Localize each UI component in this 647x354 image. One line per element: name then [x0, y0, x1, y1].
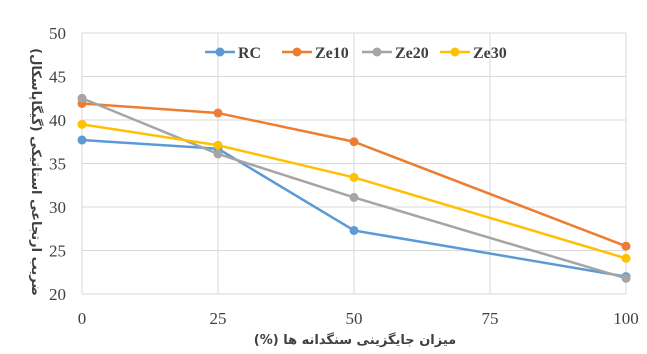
data-point: [213, 108, 223, 118]
data-point: [349, 172, 359, 182]
x-tick-label: 75: [482, 309, 499, 328]
data-point: [213, 149, 223, 159]
data-point: [349, 137, 359, 147]
y-tick-label: 50: [49, 24, 66, 43]
legend-label: RC: [238, 45, 261, 62]
series-line: [81, 102, 627, 248]
legend-swatch-marker: [450, 47, 460, 57]
y-tick-label: 20: [49, 285, 66, 304]
y-axis-label: ضریب ارتجاعی استاتیکی (گیگاپاسکال): [28, 48, 44, 296]
data-point: [621, 253, 631, 263]
data-point: [77, 135, 87, 145]
legend-item-ze10: Ze10: [282, 45, 349, 62]
series-line: [81, 123, 627, 260]
x-tick-label: 25: [210, 309, 227, 328]
legend-label: Ze30: [473, 45, 507, 62]
x-tick-label: 100: [613, 309, 639, 328]
y-tick-label: 45: [49, 68, 66, 87]
y-tick-labels: 20 25 30 35 40 45 50: [49, 24, 66, 304]
x-tick-label: 50: [346, 309, 363, 328]
legend-item-ze20: Ze20: [362, 45, 429, 62]
x-tick-label: 0: [78, 309, 87, 328]
data-point: [621, 273, 631, 283]
y-tick-label: 40: [49, 111, 66, 130]
legend-label: Ze10: [315, 45, 349, 62]
data-point: [77, 93, 87, 103]
series-ze30: [77, 119, 631, 263]
x-tick-labels: 0 25 50 75 100: [78, 309, 639, 328]
y-tick-label: 35: [49, 155, 66, 174]
legend-swatch-marker: [215, 47, 225, 57]
legend-item-rc: RC: [205, 45, 261, 62]
legend: RC Ze10 Ze20 Ze30: [205, 45, 507, 62]
grid-lines: [81, 32, 627, 295]
series-line: [81, 97, 627, 280]
legend-label: Ze20: [395, 45, 429, 62]
data-point: [77, 119, 87, 129]
data-point: [621, 241, 631, 251]
series-group: [77, 93, 631, 283]
legend-swatch-marker: [292, 47, 302, 57]
y-tick-label: 30: [49, 198, 66, 217]
x-axis-label: میزان جایگزینی سنگدانه ها (%): [254, 332, 456, 348]
data-point: [349, 225, 359, 235]
y-tick-label: 25: [49, 242, 66, 261]
data-point: [213, 140, 223, 150]
legend-item-ze30: Ze30: [440, 45, 507, 62]
data-point: [349, 192, 359, 202]
series-line: [81, 138, 627, 278]
legend-swatch-marker: [372, 47, 382, 57]
series-ze20: [77, 93, 631, 283]
